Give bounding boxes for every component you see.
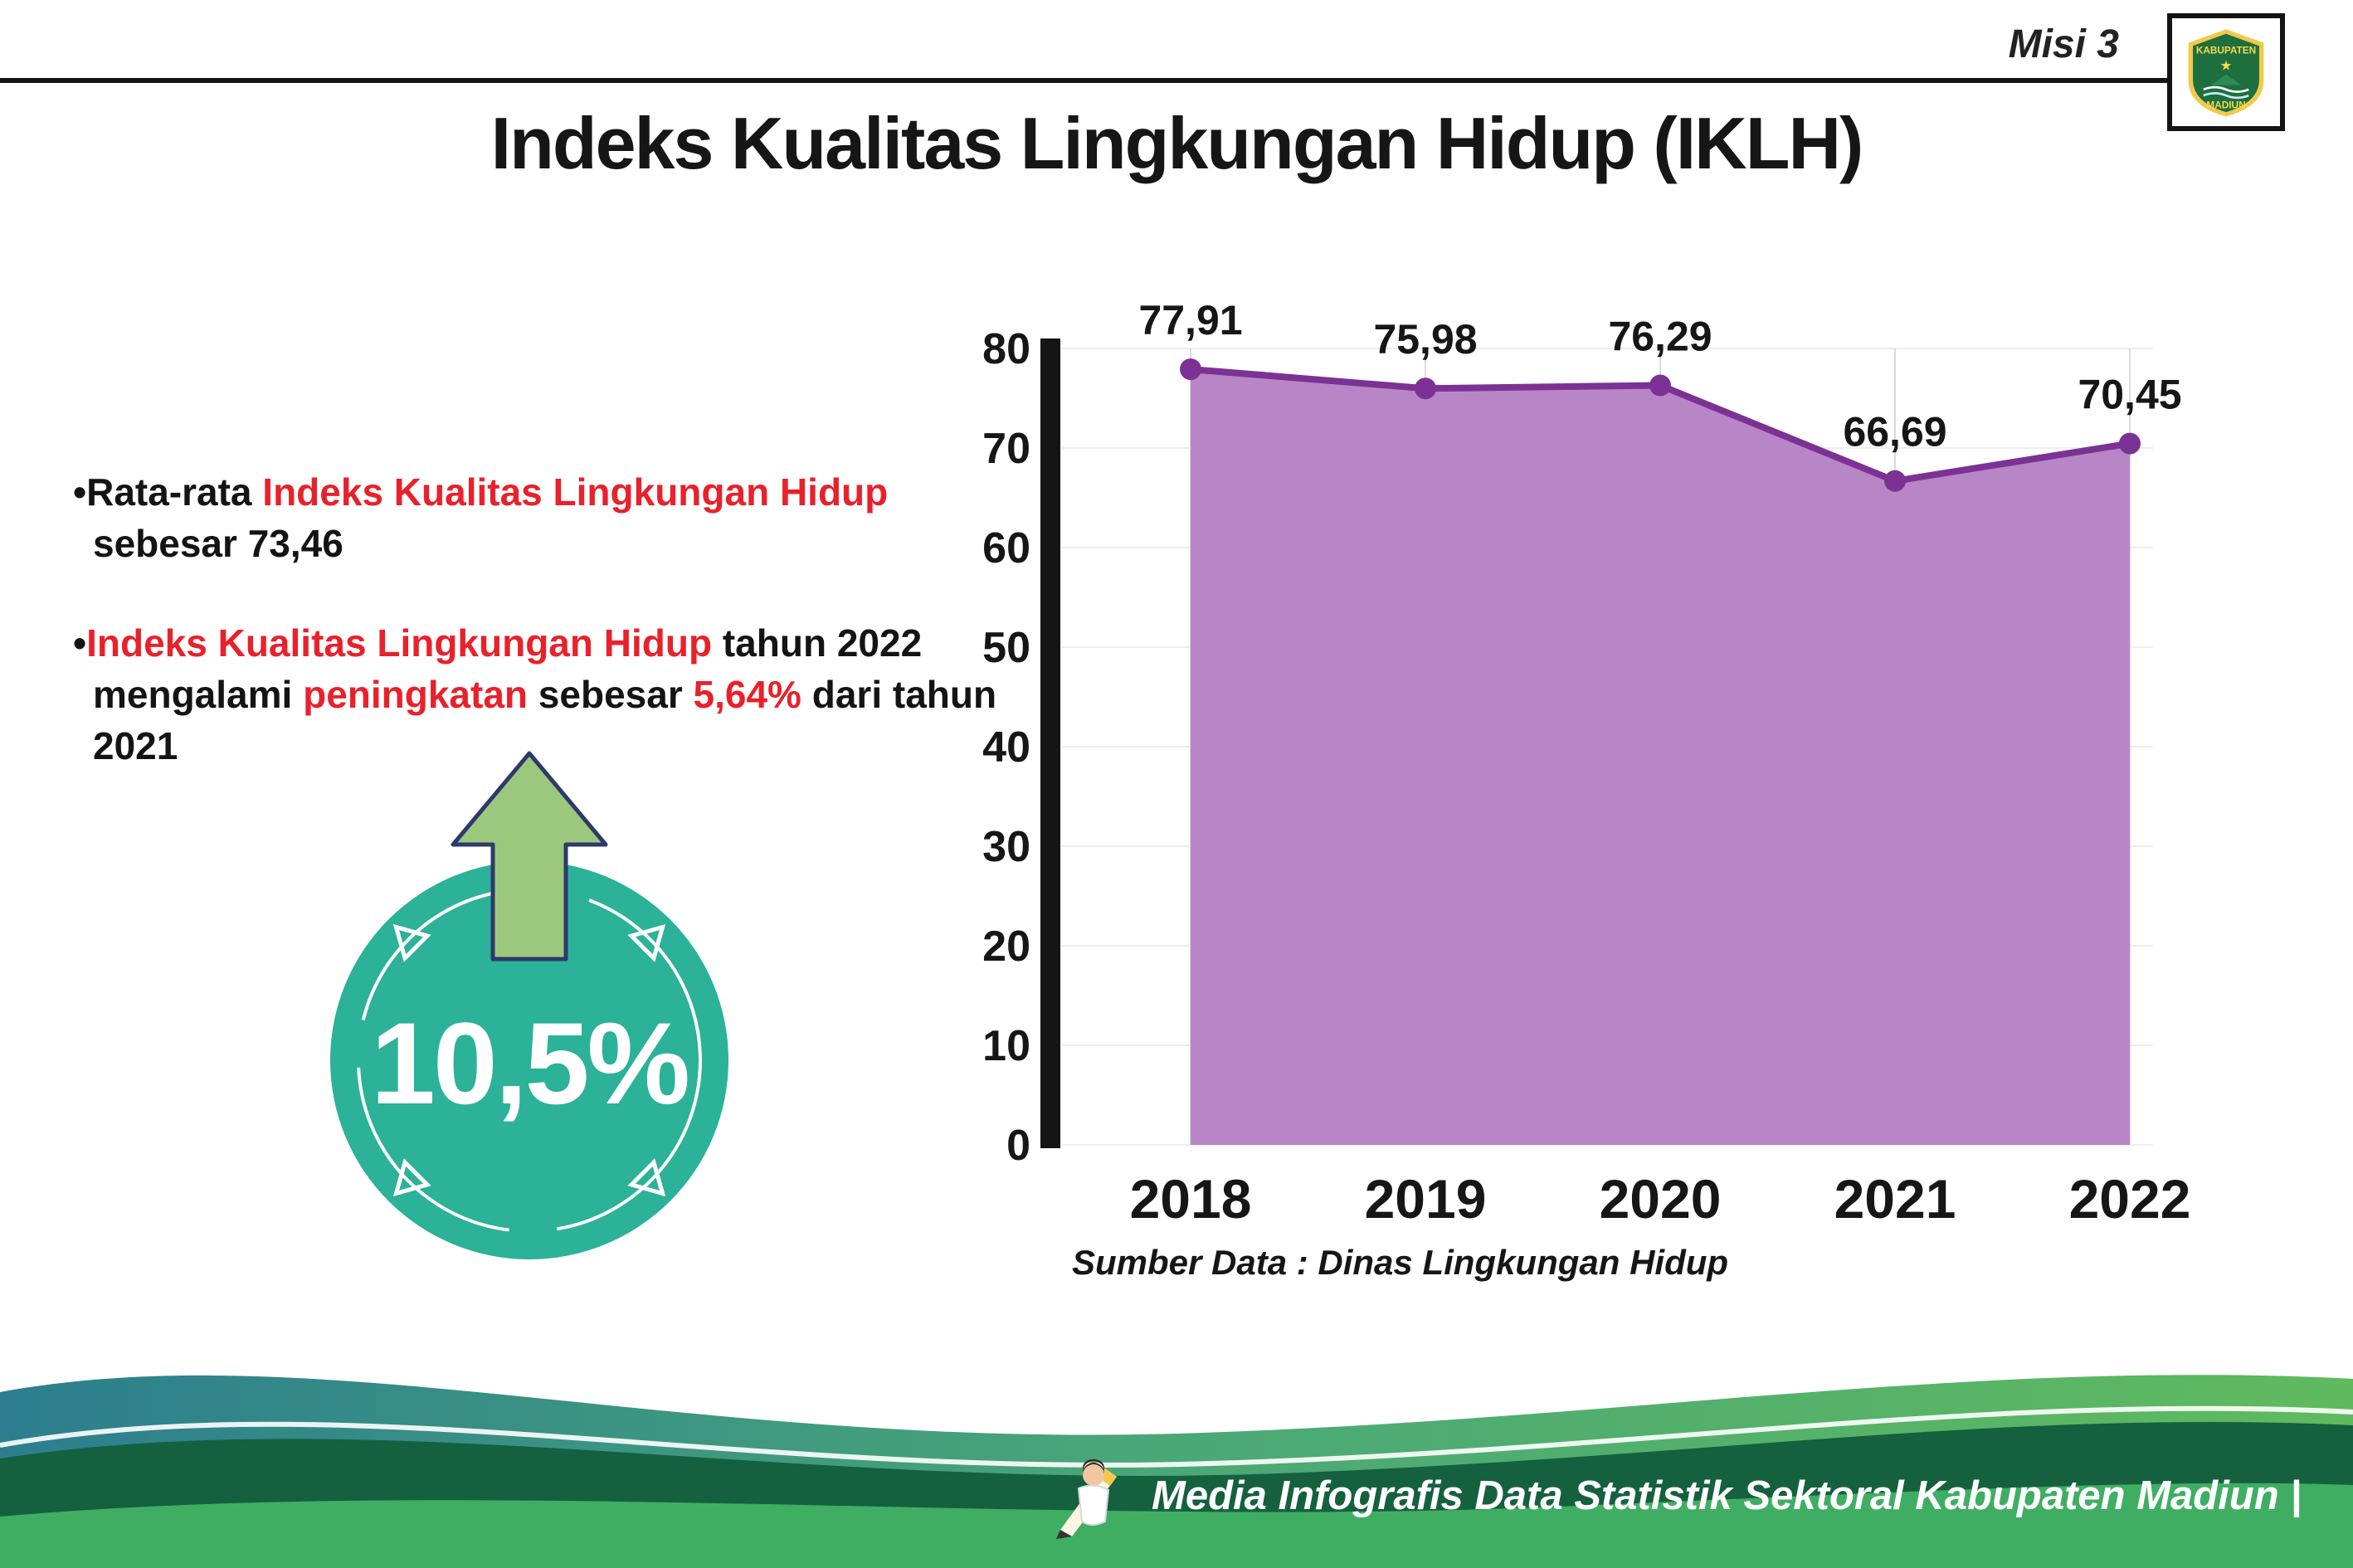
- header-rule: [0, 78, 2167, 83]
- increase-badge-graphic: 10,5%: [330, 751, 728, 1259]
- bullet-segment: 5,64%: [693, 673, 801, 717]
- badge-tick-nw: [392, 923, 431, 962]
- y-axis-tick-label: 10: [982, 1022, 1030, 1070]
- data-point: [2119, 432, 2141, 455]
- bullet-segment: Indeks Kualitas Lingkungan Hidup: [86, 621, 713, 665]
- x-axis-tick-label: 2021: [1834, 1168, 1956, 1230]
- badge-tick-sw: [392, 1158, 431, 1197]
- x-axis-tick-label: 2018: [1130, 1168, 1252, 1230]
- x-axis-tick-label: 2020: [1600, 1168, 1722, 1230]
- y-axis-tick-label: 70: [982, 425, 1030, 473]
- misi-label: Misi 3: [2008, 22, 2119, 66]
- star-icon: ★: [2220, 58, 2233, 73]
- badge-tick-se: [627, 1158, 666, 1197]
- bullet-segment: sebesar 73,46: [93, 522, 343, 566]
- iklh-chart-container: 77,91 75,98 76,29 66,69 70,45 0 10 20 30 40 50 60 70…: [954, 290, 2215, 1319]
- y-axis-tick-label: 80: [982, 325, 1030, 373]
- x-axis-tick-label: 2019: [1365, 1168, 1487, 1230]
- increase-badge: 10,5%: [314, 728, 745, 1276]
- y-axis-tick-label: 0: [1006, 1122, 1030, 1170]
- mascot-icon: [1056, 1459, 1118, 1539]
- data-point: [1180, 358, 1201, 381]
- badge-circle: [330, 861, 728, 1259]
- logo-bottom-label: MADIUN: [2206, 100, 2245, 111]
- increase-percentage: 10,5%: [371, 998, 688, 1128]
- footer-credit-row: Media Infografis Data Statistik Sektoral…: [1050, 1450, 2302, 1541]
- y-axis-tick-label: 60: [982, 524, 1030, 572]
- data-point: [1649, 374, 1671, 397]
- value-label: 70,45: [2078, 372, 2181, 418]
- key-findings-list: •Rata-rata Indeks Kualitas Lingkungan Hi…: [73, 466, 1002, 820]
- bullet-segment: sebesar: [528, 673, 694, 717]
- value-label: 76,29: [1608, 314, 1712, 360]
- logo-top-label: KABUPATEN: [2196, 44, 2256, 56]
- data-point: [1884, 470, 1906, 492]
- coat-of-arms-icon: KABUPATEN ★ MADIUN: [2188, 29, 2264, 117]
- data-source-label: Sumber Data : Dinas Lingkungan Hidup: [1072, 1243, 1729, 1282]
- y-axis-tick-label: 30: [982, 823, 1030, 871]
- bullet-segment: •Rata-rata: [73, 470, 263, 514]
- area-fill: [1191, 369, 2130, 1145]
- page-title: Indeks Kualitas Lingkungan Hidup (IKLH): [490, 102, 1864, 184]
- badge-tick-ne: [627, 923, 666, 962]
- y-axis-tick-label: 20: [982, 923, 1030, 971]
- y-axis-bar: [1040, 338, 1060, 1148]
- value-label: 77,91: [1138, 297, 1242, 343]
- bullet-segment: Indeks Kualitas Lingkungan Hidup: [262, 470, 889, 514]
- y-axis-tick-label: 50: [982, 624, 1030, 672]
- data-point: [1415, 377, 1436, 400]
- value-label: 66,69: [1843, 409, 1946, 455]
- footer-wave-decoration: [0, 1375, 2353, 1568]
- bullet-segment: •: [73, 621, 87, 665]
- bullet-segment: peningkatan: [303, 673, 529, 717]
- iklh-area-chart: 77,91 75,98 76,29 66,69 70,45 0 10 20 30 40 50 60 70…: [982, 297, 2191, 1230]
- bullet-segment: dari tahun 2021: [93, 673, 997, 768]
- bullet-item: •Rata-rata Indeks Kualitas Lingkungan Hi…: [73, 466, 1002, 569]
- value-label: 75,98: [1373, 316, 1477, 363]
- y-axis-tick-label: 40: [982, 723, 1030, 772]
- bullet-item: •Indeks Kualitas Lingkungan Hidup tahun …: [73, 617, 1002, 772]
- footer-credit-text: Media Infografis Data Statistik Sektoral…: [1152, 1473, 2302, 1518]
- x-axis-tick-label: 2022: [2069, 1168, 2191, 1230]
- bullet-segment: tahun 2022 mengalami: [93, 621, 923, 717]
- kabupaten-madiun-logo: KABUPATEN ★ MADIUN: [2167, 13, 2285, 131]
- up-arrow-icon: [451, 751, 608, 962]
